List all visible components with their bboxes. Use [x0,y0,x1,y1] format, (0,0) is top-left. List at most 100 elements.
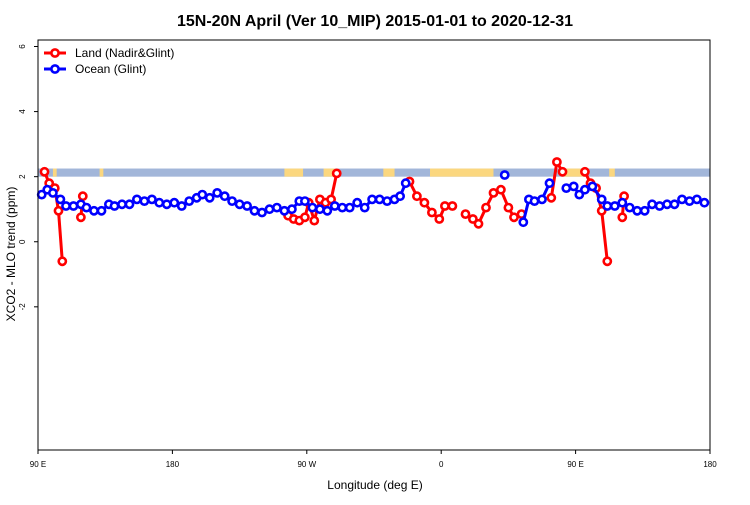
data-point [131,194,142,205]
data-point [117,199,127,210]
land-segment [383,168,395,177]
data-point [602,201,613,211]
y-tick-label: 0 [18,239,27,244]
data-point [89,205,99,216]
data-point [434,214,445,224]
legend-label: Ocean (Glint) [75,62,146,76]
data-point [495,184,506,195]
data-point [382,196,392,206]
y-tick-label: -2 [18,303,27,311]
data-point [602,256,613,267]
data-point [39,166,50,177]
data-point [197,189,208,200]
land-segment [99,168,104,177]
legend-label: Land (Nadir&Glint) [75,46,174,60]
data-point [242,201,252,211]
chart-title: 15N-20N April (Ver 10_MIP) 2015-01-01 to… [177,13,573,30]
data-point [669,199,680,210]
legend: Land (Nadir&Glint) Ocean (Glint) [44,46,174,76]
land-segment [284,168,304,177]
y-tick-label: 6 [18,44,27,49]
data-point [227,196,237,206]
x-tick-label: 90 E [567,460,583,469]
data-point [580,166,590,177]
data-point [307,202,318,213]
data-point [344,202,355,213]
data-point [352,197,363,208]
data-point [184,196,195,206]
data-point [212,187,223,198]
data-point [61,201,71,211]
data-point [55,194,66,205]
data-point [684,196,695,206]
data-point [557,166,568,177]
data-point [419,197,430,208]
data-point [176,201,187,211]
x-tick-label: 180 [166,460,180,469]
data-point [161,199,172,210]
plot-background [38,168,710,177]
y-axis: -2 0 2 4 6 [18,44,38,311]
land-segment [52,168,57,177]
data-point [299,212,310,223]
data-point [77,191,88,202]
data-point [426,207,437,218]
x-tick-label: 0 [439,460,444,469]
data-point [481,202,491,213]
data-point [48,187,58,198]
x-tick-label: 90 W [297,460,316,469]
x-tick-label: 90 E [30,460,46,469]
series-ocean [36,170,710,228]
data-point [395,191,405,202]
data-point [169,197,180,208]
data-point [109,201,120,211]
data-point [473,218,484,229]
data-point [596,194,607,205]
data-point [286,204,297,215]
data-point [367,194,377,205]
legend-marker [50,64,60,74]
land-segment [564,168,587,177]
data-point [249,205,260,216]
y-axis-label: XCO2 - MLO trend (ppm) [4,187,18,322]
data-point [279,205,290,216]
data-point [146,194,157,205]
data-point [518,217,529,228]
data-point [503,202,514,213]
data-point [264,204,275,215]
data-point [374,194,385,205]
data-point [329,201,340,211]
data-point [561,183,572,193]
data-point [219,191,230,202]
data-point [617,212,628,223]
data-point [154,197,165,208]
data-point [509,212,519,223]
data-point [96,205,107,216]
data-point [400,178,411,189]
data-point [204,192,215,203]
series-layer [36,157,710,267]
data-point [639,205,650,216]
legend-marker [50,48,60,58]
data-point [257,207,267,218]
data-point [647,199,657,210]
data-point [544,178,555,189]
data-point [624,202,635,213]
data-point [139,196,150,206]
land-segment [323,168,335,177]
data-point [699,197,710,208]
data-point [460,209,471,219]
data-point [57,256,68,267]
y-tick-label: 2 [18,174,27,179]
x-axis: 90 E 180 90 W 0 90 E 180 [30,450,717,469]
y-tick-label: 4 [18,109,27,114]
data-point [53,205,64,216]
data-point [439,201,450,211]
land-segment [609,168,615,177]
data-point [81,202,92,213]
data-point [234,199,245,210]
data-point [568,181,579,192]
data-point [632,205,643,216]
